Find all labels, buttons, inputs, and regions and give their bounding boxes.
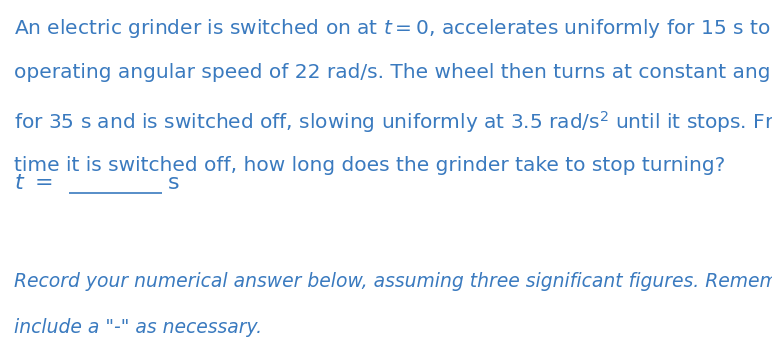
Text: Record your numerical answer below, assuming three significant figures. Remember: Record your numerical answer below, assu… — [14, 272, 772, 291]
Text: $t\ =$: $t\ =$ — [14, 173, 52, 193]
Text: for 35 s and is switched off, slowing uniformly at 3.5 rad/s$^2$ until it stops.: for 35 s and is switched off, slowing un… — [14, 109, 772, 135]
Text: An electric grinder is switched on at $t = 0$, accelerates uniformly for 15 s to: An electric grinder is switched on at $t… — [14, 17, 772, 40]
Text: s: s — [168, 173, 180, 193]
Text: operating angular speed of 22 rad/s. The wheel then turns at constant angular sp: operating angular speed of 22 rad/s. The… — [14, 63, 772, 82]
Text: time it is switched off, how long does the grinder take to stop turning?: time it is switched off, how long does t… — [14, 156, 725, 175]
Text: include a "-" as necessary.: include a "-" as necessary. — [14, 318, 262, 337]
